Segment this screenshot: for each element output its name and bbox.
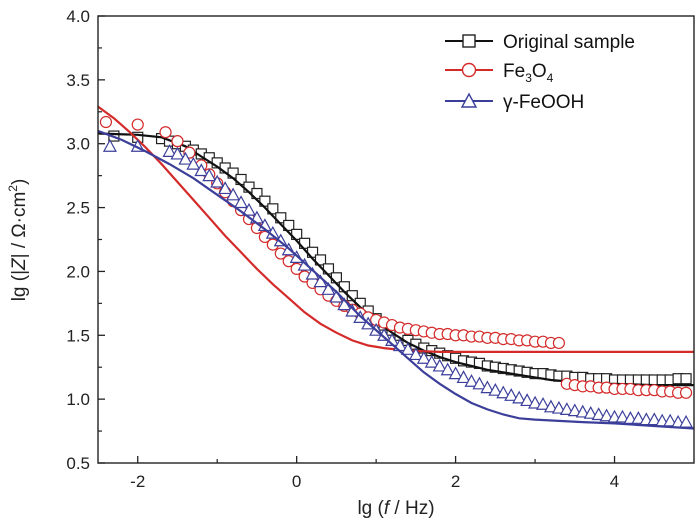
data-point-triangle <box>202 168 217 182</box>
data-point-square <box>283 219 295 232</box>
data-point-triangle <box>647 412 662 426</box>
data-point-triangle <box>218 181 233 195</box>
data-point-triangle <box>424 354 439 368</box>
legend-triangle-marker <box>460 92 478 108</box>
data-point-triangle <box>504 388 519 401</box>
data-point-triangle <box>551 400 566 414</box>
fit-line-triangle <box>98 129 694 430</box>
legend-label-fe3o4: Fe3O4 <box>503 61 554 85</box>
data-point-triangle <box>226 187 241 201</box>
data-point-square <box>267 203 279 215</box>
data-point-triangle <box>599 408 614 422</box>
data-point-triangle <box>170 146 185 160</box>
data-point-triangle <box>234 195 249 209</box>
y-axis-title: lg (|Z| / Ω·cm2) <box>6 179 30 302</box>
data-point-triangle <box>663 413 678 427</box>
data-point-circle <box>679 386 693 399</box>
data-point-triangle <box>631 411 646 424</box>
data-point-triangle <box>488 382 503 396</box>
x-axis-title: lg (f / Hz) <box>357 498 434 519</box>
data-point-triangle <box>591 407 606 421</box>
data-point-triangle <box>615 409 630 423</box>
legend: Original sample Fe3O4 γ-FeOOH <box>445 32 635 113</box>
y-tick-label: 4.0 <box>66 7 90 26</box>
data-point-triangle <box>186 156 201 170</box>
data-point-triangle <box>480 380 495 394</box>
y-tick-label: 1.5 <box>66 326 90 345</box>
data-point-triangle <box>559 402 574 415</box>
data-point-triangle <box>583 405 598 419</box>
y-tick-label: 1.0 <box>66 390 90 409</box>
data-point-triangle <box>536 396 551 410</box>
data-point-circle <box>99 115 113 129</box>
x-tick-label: -2 <box>130 472 145 491</box>
data-point-triangle <box>543 399 558 413</box>
series-triangle <box>98 129 694 430</box>
data-point-triangle <box>178 151 193 165</box>
data-point-triangle <box>448 366 463 380</box>
data-point-triangle <box>528 395 543 409</box>
plot-area <box>98 16 694 463</box>
data-point-circle <box>171 135 184 148</box>
data-point-square <box>680 373 692 385</box>
legend-label-original: Original sample <box>503 32 635 53</box>
legend-item-gamma-feooh: γ-FeOOH <box>445 92 584 113</box>
data-point-triangle <box>456 370 471 384</box>
data-point-triangle <box>520 393 535 407</box>
data-point-square <box>314 254 327 266</box>
data-point-triangle <box>575 404 590 418</box>
data-point-triangle <box>194 163 209 177</box>
data-point-triangle <box>102 139 117 152</box>
series-layer <box>98 105 694 430</box>
data-point-triangle <box>567 403 582 417</box>
legend-item-original: Original sample <box>445 32 635 53</box>
legend-circle-marker <box>461 62 477 78</box>
x-tick-label: 0 <box>292 472 301 491</box>
y-tick-label: 3.5 <box>66 71 90 90</box>
data-point-triangle <box>472 376 487 390</box>
data-point-circle <box>552 336 566 350</box>
y-tick-label: 3.0 <box>66 135 90 154</box>
data-point-triangle <box>408 347 423 361</box>
data-point-triangle <box>210 174 225 188</box>
legend-item-fe3o4: Fe3O4 <box>445 61 554 85</box>
data-point-triangle <box>496 385 511 399</box>
y-tick-label: 2.0 <box>66 262 90 281</box>
data-point-circle <box>159 126 172 139</box>
ticks-layer: -2 0 2 4 0.5 1.0 1.5 2.0 2.5 3.0 3.5 4.0 <box>66 7 619 491</box>
y-tick-label: 0.5 <box>66 454 90 473</box>
data-point-triangle <box>512 390 527 404</box>
data-point-circle <box>131 118 144 131</box>
legend-label-gamma-feooh: γ-FeOOH <box>503 92 584 113</box>
fit-line-circle <box>98 105 694 353</box>
data-point-triangle <box>162 144 177 157</box>
legend-square-marker <box>462 34 476 48</box>
data-point-triangle <box>241 202 256 216</box>
data-point-triangle <box>464 374 479 387</box>
x-tick-label: 2 <box>451 472 460 491</box>
data-point-triangle <box>432 358 447 372</box>
data-point-triangle <box>400 342 415 355</box>
data-point-triangle <box>416 351 431 364</box>
y-tick-label: 2.5 <box>66 199 90 218</box>
data-point-triangle <box>440 362 455 376</box>
x-tick-label: 4 <box>610 472 619 491</box>
